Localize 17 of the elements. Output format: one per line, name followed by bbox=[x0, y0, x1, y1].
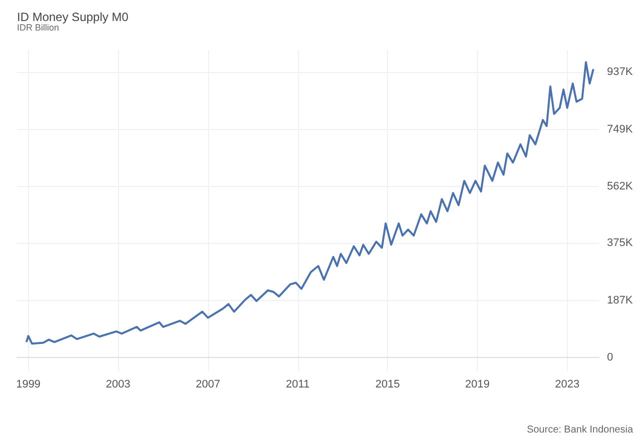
x-tick-label: 1999 bbox=[16, 378, 41, 390]
x-tick-label: 2023 bbox=[554, 378, 580, 390]
y-tick-label: 375K bbox=[607, 237, 634, 250]
chart-title: ID Money Supply M0 bbox=[17, 10, 129, 24]
y-tick-label: 937K bbox=[607, 66, 634, 78]
y-tick-label: 0 bbox=[607, 351, 614, 364]
x-tick-label: 2003 bbox=[106, 378, 130, 390]
chart-subtitle: IDR Billion bbox=[17, 22, 60, 32]
x-tick-label: 2011 bbox=[286, 378, 310, 390]
source-note: Source: Bank Indonesia bbox=[526, 424, 634, 436]
x-tick-label: 2019 bbox=[465, 378, 490, 390]
y-tick-label: 749K bbox=[607, 123, 634, 136]
line-series bbox=[25, 61, 594, 345]
y-tick-label: 562K bbox=[607, 180, 634, 192]
x-tick-label: 2015 bbox=[375, 378, 400, 390]
y-tick-label: 187K bbox=[607, 294, 634, 306]
x-tick-label: 2007 bbox=[196, 378, 220, 390]
